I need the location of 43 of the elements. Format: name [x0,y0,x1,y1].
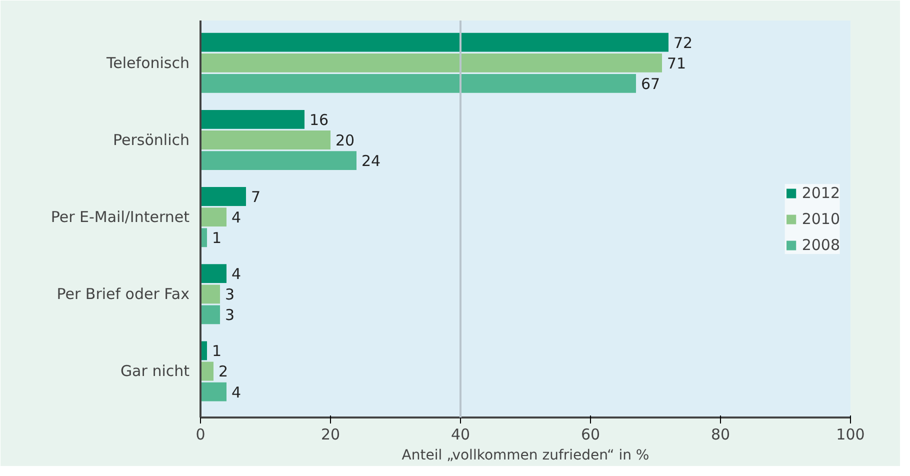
data-label: 4 [232,383,242,402]
bar [200,187,246,206]
data-label: 4 [232,208,242,227]
x-tick-label: 0 [196,426,206,444]
data-label: 1 [212,229,222,248]
data-label: 71 [667,54,686,72]
bar [200,130,330,150]
data-label: 16 [310,110,329,129]
bar [200,151,356,170]
bar [200,53,662,72]
x-axis-title: Anteil „vollkommen zufrieden“ in % [402,448,650,464]
x-tick-label: 80 [710,426,730,444]
data-label: 2 [218,362,228,381]
data-label: 1 [212,342,222,360]
legend-label: 2012 [802,184,840,202]
y-tick-label: Per Brief oder Fax [56,285,190,304]
x-tick-label: 100 [836,426,865,444]
y-tick-label: Gar nicht [120,362,190,380]
bar [200,382,226,402]
bar [200,110,304,129]
bar [200,305,220,324]
bar [200,264,226,284]
data-label: 7 [251,188,261,206]
y-tick-label: Telefonisch [106,54,190,72]
data-label: 3 [225,286,235,304]
bar [200,362,214,381]
y-tick-label: Per E-Mail/Internet [50,208,190,226]
data-label: 4 [232,265,242,284]
x-tick-label: 40 [450,426,470,444]
data-label: 3 [225,306,235,324]
bar [200,208,226,227]
data-label: 24 [362,152,381,170]
legend-label: 2010 [802,210,840,228]
y-tick-label: Persönlich [113,130,190,149]
data-label: 20 [336,131,355,150]
data-label: 67 [641,74,660,93]
data-label: 72 [674,34,693,52]
bar [200,74,636,93]
bar [200,32,668,52]
legend-label: 2008 [802,236,840,254]
x-tick-label: 60 [580,426,600,444]
bar [200,284,220,304]
x-tick-label: 20 [320,426,340,444]
